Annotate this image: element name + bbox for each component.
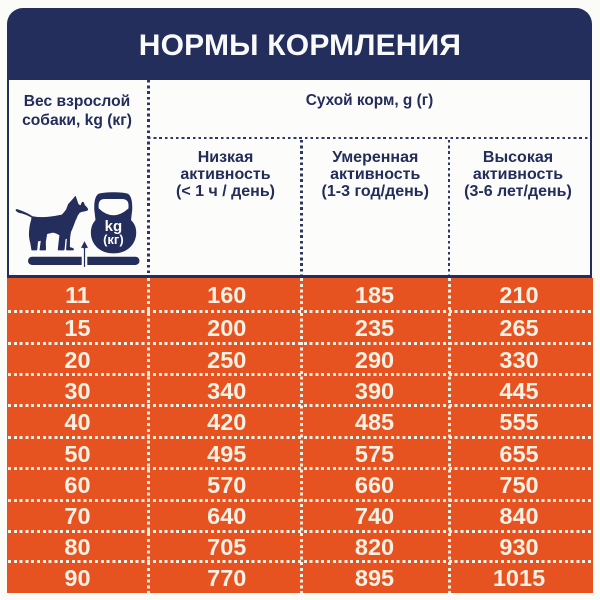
svg-text:kg: kg <box>105 218 123 235</box>
svg-text:(кг): (кг) <box>103 232 124 247</box>
